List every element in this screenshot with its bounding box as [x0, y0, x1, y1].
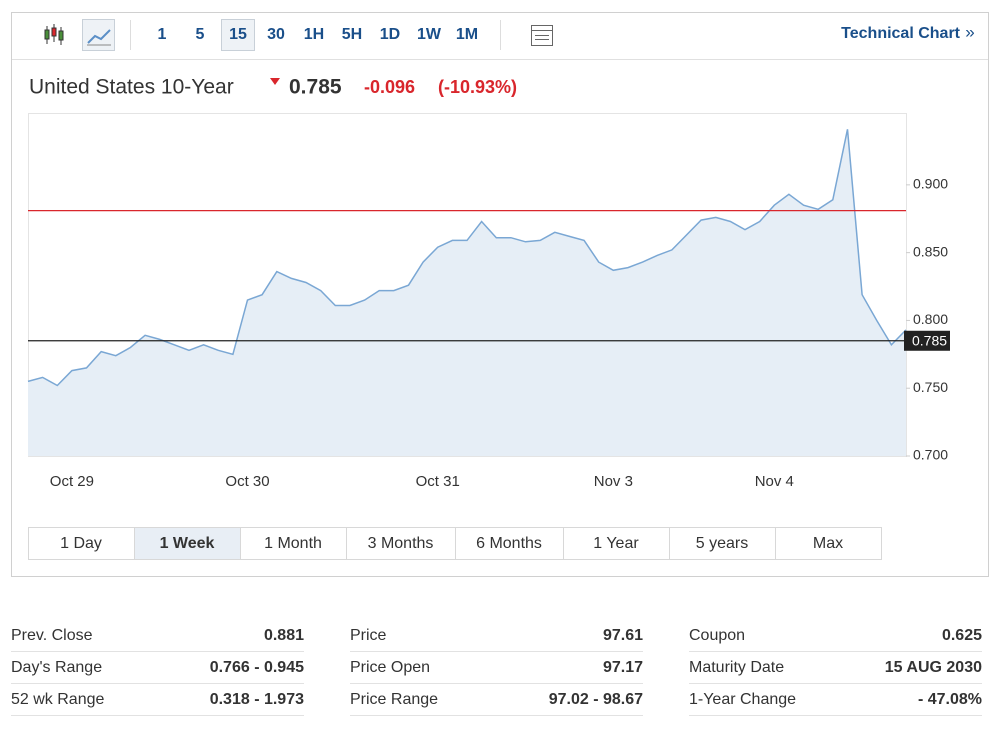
interval-button[interactable]: 15: [229, 26, 247, 43]
stat-value: 97.61: [603, 627, 643, 644]
x-tick-label: Oct 30: [225, 473, 269, 490]
stat-label: 1-Year Change: [689, 691, 796, 708]
period-tab-label[interactable]: 6 Months: [476, 535, 542, 552]
price-line: [27, 129, 907, 387]
down-arrow: [270, 78, 280, 85]
line-chart-icon[interactable]: [82, 19, 115, 51]
change: -0.096: [364, 77, 415, 97]
stat-value: 0.625: [942, 627, 982, 644]
interval-button[interactable]: 1W: [417, 26, 442, 43]
period-tab-label[interactable]: Max: [813, 535, 843, 552]
period-tab[interactable]: [563, 527, 670, 560]
stat-label: Price: [350, 627, 387, 644]
period-tab[interactable]: [669, 527, 776, 560]
change-percent: (-10.93%): [438, 77, 517, 97]
period-tab-label[interactable]: 1 Month: [264, 535, 322, 552]
stat-label: Maturity Date: [689, 659, 784, 676]
x-tick-label: Oct 31: [416, 473, 460, 490]
x-tick-label: Nov 3: [594, 473, 633, 490]
interval-button[interactable]: 1M: [456, 26, 478, 43]
stat-label: Price Range: [350, 691, 438, 708]
interval-button[interactable]: 30: [267, 26, 285, 43]
y-tick-label: 0.850: [913, 243, 948, 259]
stat-label: Prev. Close: [11, 627, 93, 644]
price-tag-label: 0.785: [912, 332, 947, 348]
candlestick-icon[interactable]: [44, 24, 64, 45]
period-tab-label[interactable]: 1 Year: [593, 535, 639, 552]
interval-selected: [221, 19, 255, 51]
interval-button[interactable]: 1H: [304, 26, 324, 43]
y-tick-label: 0.750: [913, 379, 948, 395]
interval-button[interactable]: 1: [158, 26, 167, 43]
period-tab[interactable]: [240, 527, 347, 560]
stat-value: 97.17: [603, 659, 643, 676]
stat-label: 52 wk Range: [11, 691, 104, 708]
table-icon[interactable]: [531, 25, 553, 46]
technical-chart-arrow[interactable]: »: [965, 22, 974, 41]
price-tag: [904, 330, 950, 351]
interval-button[interactable]: 5H: [342, 26, 362, 43]
period-tab-label[interactable]: 3 Months: [368, 535, 434, 552]
area: [28, 129, 906, 457]
stat-value: 0.881: [264, 627, 304, 644]
interval-button[interactable]: 5: [196, 26, 205, 43]
stat-label: Coupon: [689, 627, 745, 644]
stat-label: Day's Range: [11, 659, 102, 676]
interval-button[interactable]: 1D: [380, 26, 400, 43]
period-tab-label[interactable]: 1 Day: [60, 535, 102, 552]
stat-value: 97.02 - 98.67: [549, 691, 643, 708]
technical-chart-link[interactable]: Technical Chart: [841, 25, 961, 42]
period-tab[interactable]: [134, 527, 241, 560]
x-tick-label: Nov 4: [755, 473, 794, 490]
period-tab[interactable]: [775, 527, 882, 560]
stat-value: - 47.08%: [918, 691, 982, 708]
y-tick-label: 0.900: [913, 176, 948, 192]
period-tab[interactable]: [346, 527, 456, 560]
x-tick-label: Oct 29: [50, 473, 94, 490]
period-tab-label[interactable]: 5 years: [696, 535, 748, 552]
period-tab[interactable]: [455, 527, 564, 560]
stat-value: 0.318 - 1.973: [210, 691, 304, 708]
y-tick-label: 0.800: [913, 311, 948, 327]
price: 0.785: [289, 76, 342, 99]
stat-label: Price Open: [350, 659, 430, 676]
instrument-name: United States 10-Year: [29, 76, 234, 99]
stat-value: 15 AUG 2030: [885, 659, 982, 676]
stat-value: 0.766 - 0.945: [210, 659, 304, 676]
period-tab-label[interactable]: 1 Week: [160, 535, 215, 552]
y-tick-label: 0.700: [913, 447, 948, 463]
